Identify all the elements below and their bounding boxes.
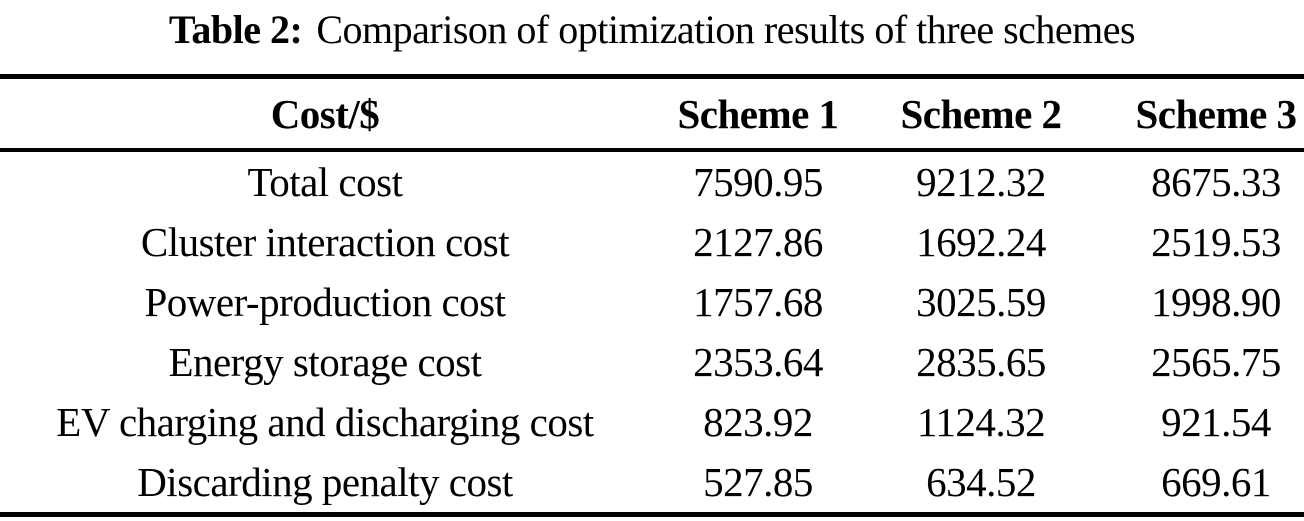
row-label: Cluster interaction cost (140, 219, 510, 265)
table-cell: 8675.33 (1151, 159, 1281, 205)
column-header-scheme-1: Scheme 1 (650, 76, 866, 152)
table-cell: 2127.86 (693, 219, 823, 265)
table-cell: 669.61 (1161, 459, 1271, 505)
table-row: Energy storage cost 2353.64 2835.65 2565… (0, 332, 1304, 392)
table-row: EV charging and discharging cost 823.92 … (0, 392, 1304, 452)
table-cell: 2519.53 (1151, 219, 1281, 265)
table-cell: 527.85 (703, 459, 813, 505)
table-row: Cluster interaction cost 2127.86 1692.24… (0, 212, 1304, 272)
table-cell: 2565.75 (1151, 339, 1281, 385)
table-cell: 1124.32 (916, 399, 1046, 445)
table-cell: 634.52 (926, 459, 1036, 505)
table-row: Discarding penalty cost 527.85 634.52 66… (0, 452, 1304, 515)
table-cell: 1692.24 (916, 219, 1046, 265)
column-header-scheme-3: Scheme 3 (1086, 76, 1304, 152)
table-cell: 9212.32 (916, 159, 1046, 205)
table-caption: Table 2: Comparison of optimization resul… (0, 0, 1304, 58)
row-label: Discarding penalty cost (137, 459, 513, 505)
table-cell: 3025.59 (916, 279, 1046, 325)
table-row: Total cost 7590.95 9212.32 8675.33 (0, 150, 1304, 212)
row-label: EV charging and discharging cost (56, 399, 594, 445)
row-label: Energy storage cost (168, 339, 482, 385)
column-header-cost: Cost/$ (0, 76, 650, 152)
table-row: Power-production cost 1757.68 3025.59 19… (0, 272, 1304, 332)
table-cell: 7590.95 (693, 159, 823, 205)
table-cell: 2835.65 (916, 339, 1046, 385)
table-caption-text: Comparison of optimization results of th… (316, 7, 1136, 52)
row-label: Total cost (247, 159, 403, 205)
table-header-row: Cost/$ Scheme 1 Scheme 2 Scheme 3 (0, 76, 1304, 152)
row-label: Power-production cost (144, 279, 506, 325)
table-caption-label: Table 2: (168, 7, 303, 52)
column-header-scheme-2: Scheme 2 (866, 76, 1086, 152)
results-table: Cost/$ Scheme 1 Scheme 2 Scheme 3 Total … (0, 74, 1304, 517)
table-cell: 2353.64 (693, 339, 823, 385)
table-cell: 823.92 (703, 399, 813, 445)
table-cell: 1757.68 (693, 279, 823, 325)
table-cell: 921.54 (1161, 399, 1271, 445)
table-cell: 1998.90 (1151, 279, 1281, 325)
